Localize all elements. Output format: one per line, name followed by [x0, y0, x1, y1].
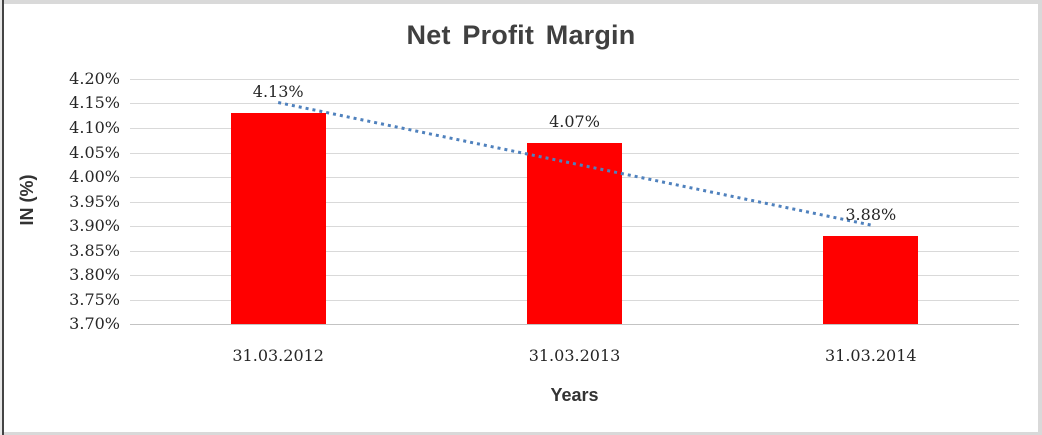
bar: [527, 142, 622, 324]
y-tick-label: 4.05%: [69, 143, 120, 162]
bar-data-label: 4.07%: [549, 111, 600, 131]
y-tick-label: 4.20%: [69, 69, 120, 88]
y-gridline: [130, 128, 1019, 129]
bar: [823, 235, 919, 324]
y-tick-label: 3.95%: [69, 192, 120, 211]
y-tick-label: 4.15%: [69, 93, 120, 112]
x-tick-label: 31.03.2012: [232, 346, 324, 365]
y-tick-label: 3.70%: [69, 314, 120, 333]
bar: [230, 113, 326, 324]
y-tick-label: 3.85%: [69, 241, 120, 260]
y-gridline: [130, 79, 1019, 80]
frame-border-top: [0, 0, 1042, 4]
y-tick-label: 3.75%: [69, 290, 120, 309]
frame-border-bottom: [0, 432, 1042, 435]
x-tick-label: 31.03.2013: [528, 346, 621, 365]
frame-border-right: [1038, 0, 1042, 435]
bar-data-label: 4.13%: [252, 82, 304, 102]
y-gridline: [130, 103, 1019, 104]
x-axis-title: Years: [550, 385, 599, 405]
y-tick-label: 3.80%: [69, 265, 120, 284]
frame-border-left: [0, 0, 2, 435]
x-tick-label: 31.03.2014: [824, 346, 917, 365]
y-tick-label: 4.10%: [69, 118, 120, 137]
chart-title: Net Profit Margin: [406, 20, 636, 50]
y-tick-label: 4.00%: [69, 167, 120, 186]
y-tick-label: 3.90%: [69, 216, 120, 235]
frame-border-left-accent: [2, 0, 4, 435]
y-gridline: [130, 324, 1019, 325]
bar-data-label: 3.88%: [845, 204, 897, 224]
